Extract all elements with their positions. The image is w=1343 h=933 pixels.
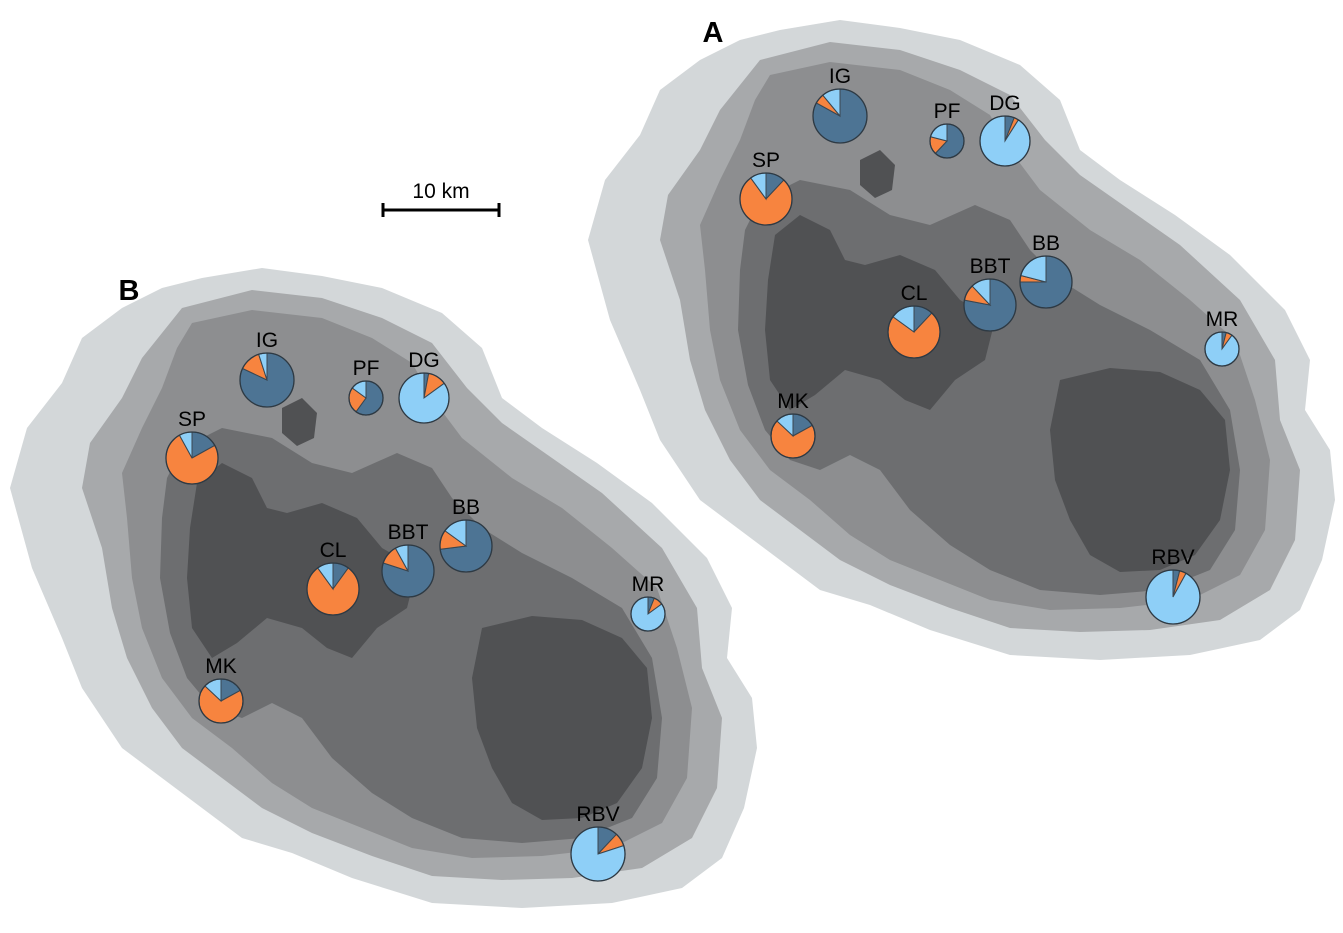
pie-mk: MK bbox=[198, 655, 244, 724]
site-pies-a: IG PF DG SP BB BBT CL MR MK RBV bbox=[739, 65, 1240, 625]
pie-sp: SP bbox=[739, 149, 793, 226]
pie-outline bbox=[306, 562, 360, 616]
site-label-bb: BB bbox=[452, 496, 480, 519]
pie-outline bbox=[929, 123, 965, 159]
site-label-cl: CL bbox=[901, 282, 928, 305]
site-label-dg: DG bbox=[989, 92, 1021, 115]
pie-bbt: BBT bbox=[963, 255, 1017, 332]
pie-bbt: BBT bbox=[381, 521, 435, 598]
pie-cl: CL bbox=[887, 282, 941, 359]
pie-mr: MR bbox=[630, 573, 666, 632]
pie-outline bbox=[979, 115, 1031, 167]
pie-outline bbox=[630, 596, 666, 632]
pie-bb: BB bbox=[439, 496, 493, 573]
site-label-dg: DG bbox=[408, 349, 440, 372]
pie-outline bbox=[381, 544, 435, 598]
pie-outline bbox=[570, 826, 626, 882]
pie-outline bbox=[739, 172, 793, 226]
site-label-rbv: RBV bbox=[576, 803, 619, 826]
pie-rbv: RBV bbox=[1145, 546, 1201, 625]
scale-bar: 10 km bbox=[381, 180, 501, 217]
site-label-sp: SP bbox=[178, 408, 206, 431]
pie-outline bbox=[963, 278, 1017, 332]
pie-outline bbox=[348, 380, 384, 416]
elevation-zone-core-1 bbox=[765, 215, 995, 410]
pie-outline bbox=[887, 305, 941, 359]
site-label-pf: PF bbox=[934, 100, 961, 123]
site-label-bbt: BBT bbox=[970, 255, 1011, 278]
pie-outline bbox=[1019, 255, 1073, 309]
site-label-mk: MK bbox=[205, 655, 237, 678]
pie-outline bbox=[1145, 569, 1201, 625]
elevation-zone-core-1 bbox=[187, 463, 417, 658]
pie-bb: BB bbox=[1019, 232, 1073, 309]
panel-label-a: A bbox=[703, 17, 724, 49]
site-label-bb: BB bbox=[1032, 232, 1060, 255]
pie-mr: MR bbox=[1204, 308, 1240, 367]
elevation-zone-core-2 bbox=[1050, 368, 1230, 572]
pie-pf: PF bbox=[348, 357, 384, 416]
elevation-zone-core-2 bbox=[472, 616, 652, 820]
site-label-mk: MK bbox=[777, 390, 809, 413]
site-label-pf: PF bbox=[353, 357, 380, 380]
site-label-bbt: BBT bbox=[388, 521, 429, 544]
pie-mk: MK bbox=[770, 390, 816, 459]
pie-dg: DG bbox=[979, 92, 1031, 167]
pie-outline bbox=[1204, 331, 1240, 367]
pie-dg: DG bbox=[398, 349, 450, 424]
elevation-zone-core-3 bbox=[282, 398, 317, 446]
pie-ig: IG bbox=[812, 65, 868, 144]
pie-pf: PF bbox=[929, 100, 965, 159]
pie-outline bbox=[770, 413, 816, 459]
panel-label-b: B bbox=[119, 275, 140, 307]
pie-sp: SP bbox=[165, 408, 219, 485]
site-label-ig: IG bbox=[829, 65, 851, 88]
site-pies-b: IG PF DG SP BB BBT CL MR MK RBV bbox=[165, 329, 666, 882]
elevation-zone-core-3 bbox=[860, 150, 895, 198]
pie-outline bbox=[398, 372, 450, 424]
site-label-cl: CL bbox=[320, 539, 347, 562]
pie-cl: CL bbox=[306, 539, 360, 616]
scale-bar-label: 10 km bbox=[412, 180, 469, 203]
pie-rbv: RBV bbox=[570, 803, 626, 882]
pie-outline bbox=[239, 352, 295, 408]
pie-ig: IG bbox=[239, 329, 295, 408]
site-label-ig: IG bbox=[256, 329, 278, 352]
site-label-mr: MR bbox=[1206, 308, 1239, 331]
pie-outline bbox=[198, 678, 244, 724]
pie-outline bbox=[812, 88, 868, 144]
site-label-rbv: RBV bbox=[1151, 546, 1194, 569]
site-label-mr: MR bbox=[632, 573, 665, 596]
pie-outline bbox=[165, 431, 219, 485]
site-label-sp: SP bbox=[752, 149, 780, 172]
pie-outline bbox=[439, 519, 493, 573]
